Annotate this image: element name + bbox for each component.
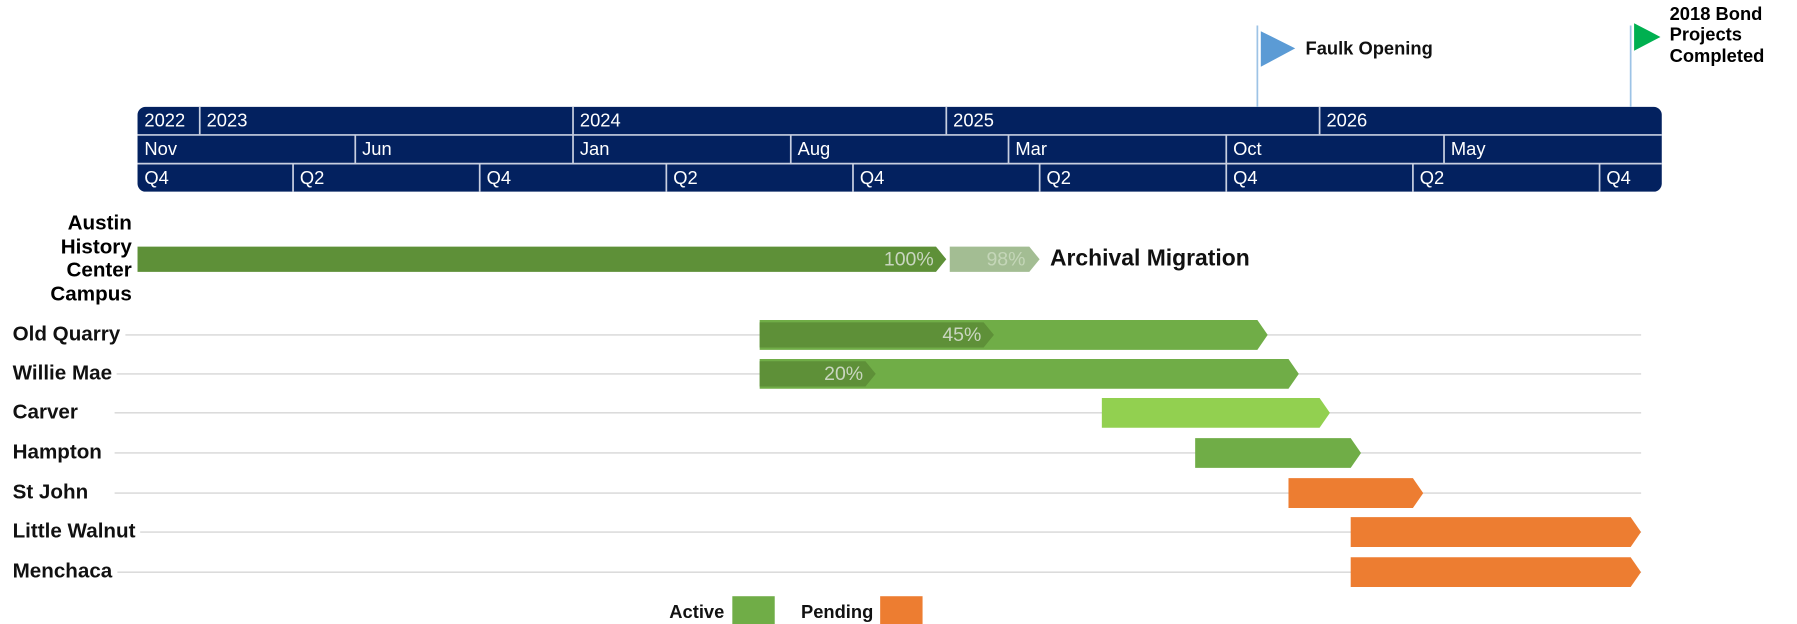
tick-label: Q2 [300,167,324,188]
tick-label: Jan [580,138,610,159]
tick-label: Q4 [1606,167,1630,188]
tick-label: 2023 [207,110,248,131]
task-bar [759,358,1299,389]
tick-label: Q4 [487,167,511,188]
row-label-bg [10,400,83,424]
row-label-bg [10,361,117,385]
row-label-box: Austin History Center Campus [50,211,132,306]
task-bar [1101,397,1330,428]
tick-label: May [1451,138,1486,159]
milestone-label-box: 2018 Bond Projects Completed [1669,4,1765,67]
progress-label: 20% [824,363,863,385]
row-label: Little Walnut [13,519,136,542]
progress-bar [759,322,994,348]
task-bar [1350,517,1641,547]
tick-label: Jun [362,138,392,159]
tick-label: Q4 [144,167,168,188]
tick-label: Q4 [1233,167,1257,188]
row-label-bg [10,440,107,464]
tick-label: 2022 [144,110,185,131]
row-label: Menchaca [13,560,113,583]
row-label: Carver [13,400,78,423]
row-label-bg [10,480,93,504]
tick-label: Nov [144,138,177,159]
task-bar [1195,438,1362,468]
row-label: Austin History Center Campus [50,211,132,306]
milestone-label: 2018 Bond Projects Completed [1669,4,1765,67]
row-label-bg [10,559,118,583]
milestone-flag [1260,31,1296,67]
timeline-header [137,106,1662,192]
progress-label: 100% [884,249,934,271]
row-label: St John [13,481,89,504]
legend-swatch [880,596,923,624]
milestone-label: Faulk Opening [1306,37,1433,58]
task-bar [949,246,1040,272]
tick-label: Oct [1233,138,1262,159]
tick-label: Aug [798,138,831,159]
row-label: Old Quarry [13,322,121,345]
tick-label: 2024 [580,110,621,131]
row-label: Willie Mae [13,361,112,384]
progress-bar [759,361,876,387]
tick-label: Q4 [860,167,884,188]
tick-label: 2025 [953,110,994,131]
legend-label: Pending [801,601,873,622]
progress-label: 98% [986,249,1025,271]
tick-label: Q2 [1047,167,1071,188]
bar-label: Archival Migration [1050,244,1250,270]
task-bar [137,246,947,272]
milestone-flag [1634,23,1661,51]
legend-label: Active [669,601,724,622]
row-label-bg [10,322,126,346]
tick-label: Q2 [673,167,697,188]
legend-swatch [732,596,775,624]
tick-label: Mar [1015,138,1047,159]
row-label-bg [10,519,141,543]
task-bar [1350,557,1641,588]
row-label: Hampton [13,440,102,463]
task-bar [1288,478,1424,508]
progress-label: 45% [942,324,981,346]
tick-label: 2026 [1326,110,1367,131]
tick-label: Q2 [1420,167,1444,188]
